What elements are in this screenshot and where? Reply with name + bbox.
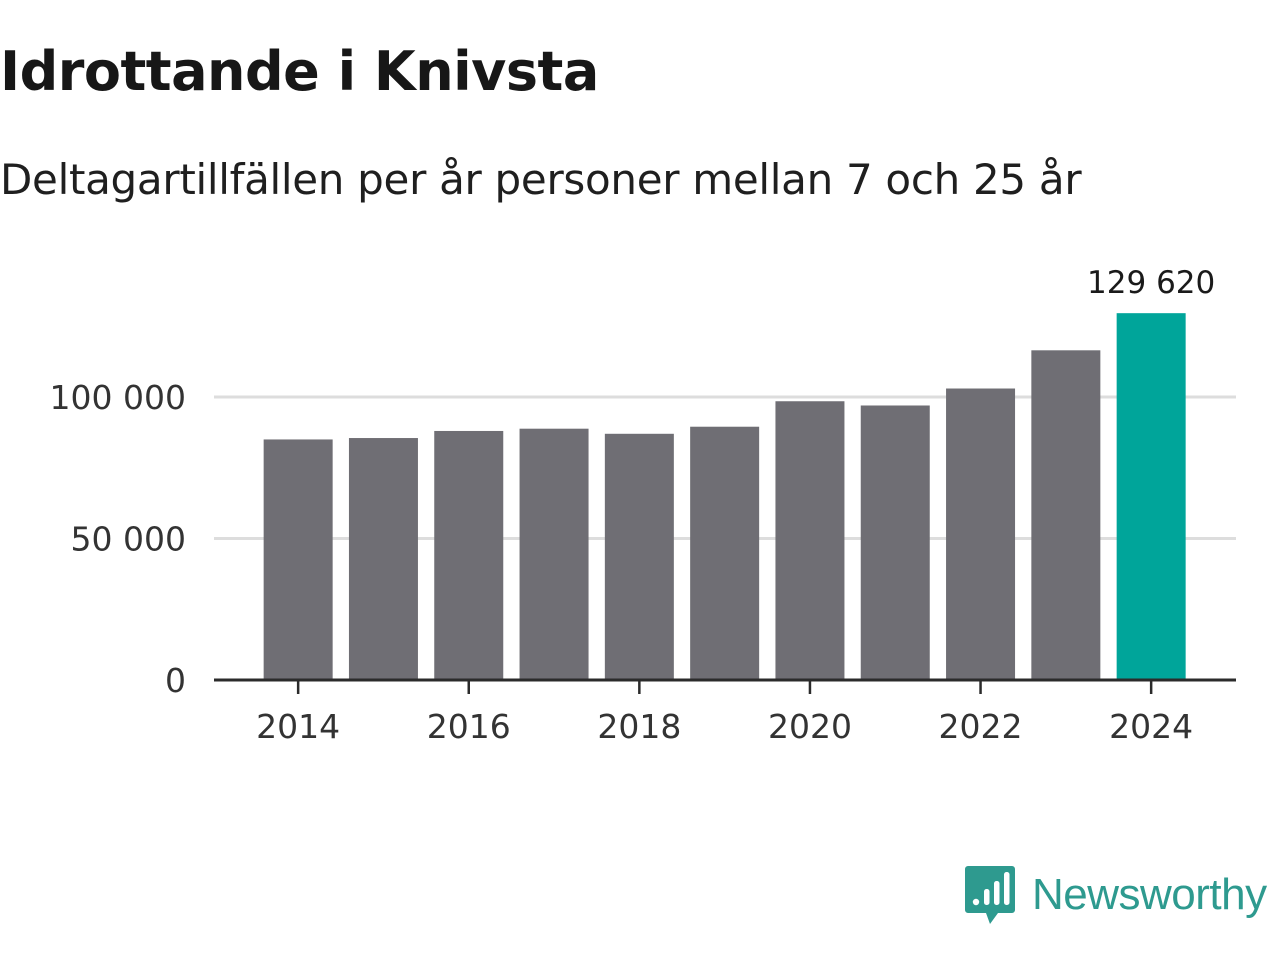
bar-2024 xyxy=(1116,313,1186,680)
x-tick-label: 2018 xyxy=(597,707,681,746)
bar-2023 xyxy=(1031,350,1101,680)
brand-name: Newsworthy xyxy=(1032,870,1267,919)
axes xyxy=(214,678,1236,694)
bar-2021 xyxy=(860,405,930,680)
x-tick-label: 2020 xyxy=(768,707,852,746)
bar-2019 xyxy=(690,426,760,680)
labels: 0 50 000 100 000 129 620 2014 2016 2018 2020 202… xyxy=(50,265,1216,746)
y-tick-label: 100 000 xyxy=(50,378,186,417)
bar-2018 xyxy=(604,433,674,680)
y-tick-label: 0 xyxy=(165,661,186,700)
chart-title: Idrottande i Knivsta xyxy=(0,40,599,103)
x-tick-label: 2022 xyxy=(939,707,1023,746)
y-tick-label: 50 000 xyxy=(71,520,186,559)
x-tick-label: 2016 xyxy=(427,707,511,746)
bar-value-label: 129 620 xyxy=(1087,265,1215,301)
newsworthy-logo-icon xyxy=(965,866,1015,924)
brand-logo: Newsworthy xyxy=(964,864,1267,926)
bar-2020 xyxy=(775,401,845,680)
bar-2022 xyxy=(946,388,1016,680)
bar-2014 xyxy=(263,439,333,680)
bars xyxy=(263,313,1186,680)
x-tick-label: 2014 xyxy=(256,707,340,746)
x-tick-label: 2024 xyxy=(1109,707,1193,746)
chart-subtitle: Deltagartillfällen per år personer mella… xyxy=(0,155,1082,204)
bar-2015 xyxy=(348,438,418,680)
bar-2017 xyxy=(519,428,589,680)
bar-2016 xyxy=(434,430,504,680)
